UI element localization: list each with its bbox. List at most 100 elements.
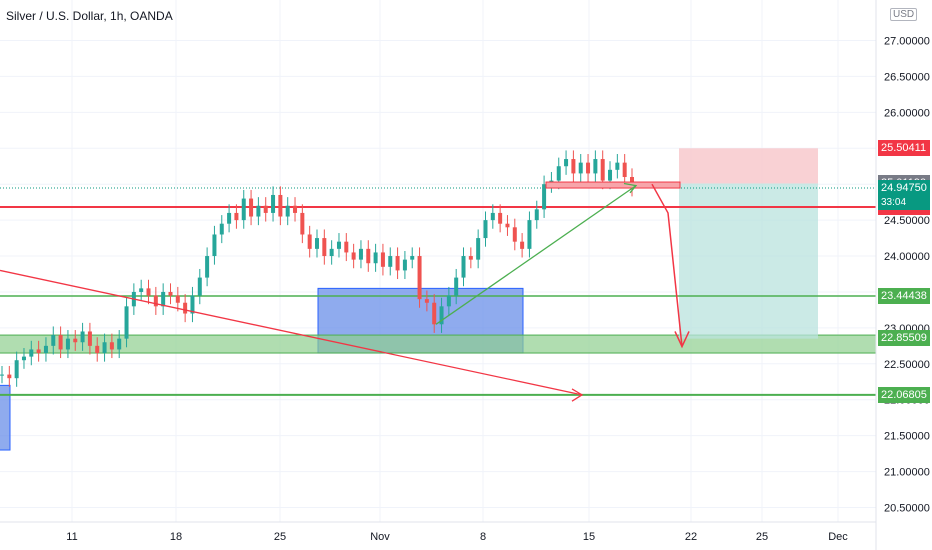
candle-body [278,194,283,217]
candle-body [29,349,34,357]
candle-body [410,256,415,260]
candle-body [512,227,517,242]
candle-body [593,159,598,174]
time-tick-label: 15 [583,531,595,543]
time-tick-label: 8 [480,531,486,543]
candle-body [293,205,298,213]
candle-body [402,259,407,271]
candle-body [109,342,114,350]
candle-body [520,241,525,249]
trendline-arrowhead [571,388,584,402]
candle-body [344,241,349,253]
ascending-arrowhead [623,182,638,194]
time-tick-label: 22 [685,531,697,543]
candle-body [271,194,276,213]
candle-body [461,256,466,278]
candle-body [439,306,444,325]
candle-body [424,299,429,303]
candle-body [146,288,151,296]
candle-body [117,338,122,350]
candle-body [161,291,166,307]
candle-body [263,205,268,213]
candle-body [388,256,393,267]
candle-body [241,198,246,221]
candle-body [315,238,319,249]
candle-body [556,166,561,181]
candle-body [175,295,180,303]
candle-body [183,302,188,314]
projection-arrow [651,183,683,347]
price-tick-label: 21.50000 [884,431,930,443]
price-tick-label: 24.00000 [884,251,930,263]
short-target-zone-zone [679,183,818,339]
price-level-badge: 23.44438 [878,287,930,304]
candle-body [527,220,532,249]
candle-body [51,335,56,346]
candle-body [190,295,195,314]
candle-body [615,162,620,170]
candle-body [300,212,305,235]
candle-body [446,295,451,307]
candle-body [21,356,26,361]
candle-body [468,256,473,260]
time-tick-label: 25 [756,531,768,543]
candle-body [366,248,371,264]
candle-body [498,212,503,224]
candle-body [432,302,437,325]
resistance-box [545,181,681,189]
price-tick-label: 26.50000 [884,71,930,83]
candle-body [234,212,239,221]
candle-body [256,205,261,217]
candle-body [73,338,78,343]
candle-body [542,184,547,210]
price-tick-label: 24.50000 [884,215,930,227]
candle-body [7,374,12,379]
candle-body [65,338,70,350]
candle-body [380,252,385,267]
time-tick-label: 18 [170,531,182,543]
candle-body [285,205,290,217]
projection-arrowhead [674,331,690,349]
price-tick-label: 22.50000 [884,359,930,371]
candle-body [622,162,627,178]
candle-body [336,241,341,249]
time-tick-label: 11 [66,531,77,543]
price-level-badge: 24.94750 [878,179,930,196]
candle-body [36,349,41,354]
blue-box-left-zone [0,384,11,451]
candle-body [373,252,378,264]
candle-body [43,345,48,354]
price-level-badge: 22.85509 [878,330,930,347]
chart-title: Silver / U.S. Dollar, 1h, OANDA [6,9,173,23]
price-tick-label: 26.00000 [884,107,930,119]
candle-body [153,295,158,307]
price-tick-label: 27.00000 [884,36,930,48]
bar-countdown: 33:04 [878,195,930,210]
candle-body [307,234,312,249]
price-tick-label: 21.00000 [884,467,930,479]
currency-button[interactable]: USD [890,8,918,21]
candle-body [564,159,569,167]
candle-body [329,248,334,257]
candle-body [205,256,210,278]
descending-trendline [0,269,583,396]
candle-body [197,277,202,296]
candle-body [351,252,356,260]
candle-body [168,291,173,296]
price-tick-label: 20.50000 [884,503,930,515]
candle-body [417,256,422,300]
candle-body [600,159,605,181]
candle-body [212,234,217,257]
candle-body [571,159,576,174]
candle-body [219,223,224,235]
candle-body [454,277,459,296]
candle-body [505,223,510,228]
candle-body [586,162,591,174]
candle-body [395,256,400,271]
candle-body [139,288,144,292]
candle-body [124,306,129,339]
candle-body [87,331,92,346]
candle-body [249,198,254,217]
